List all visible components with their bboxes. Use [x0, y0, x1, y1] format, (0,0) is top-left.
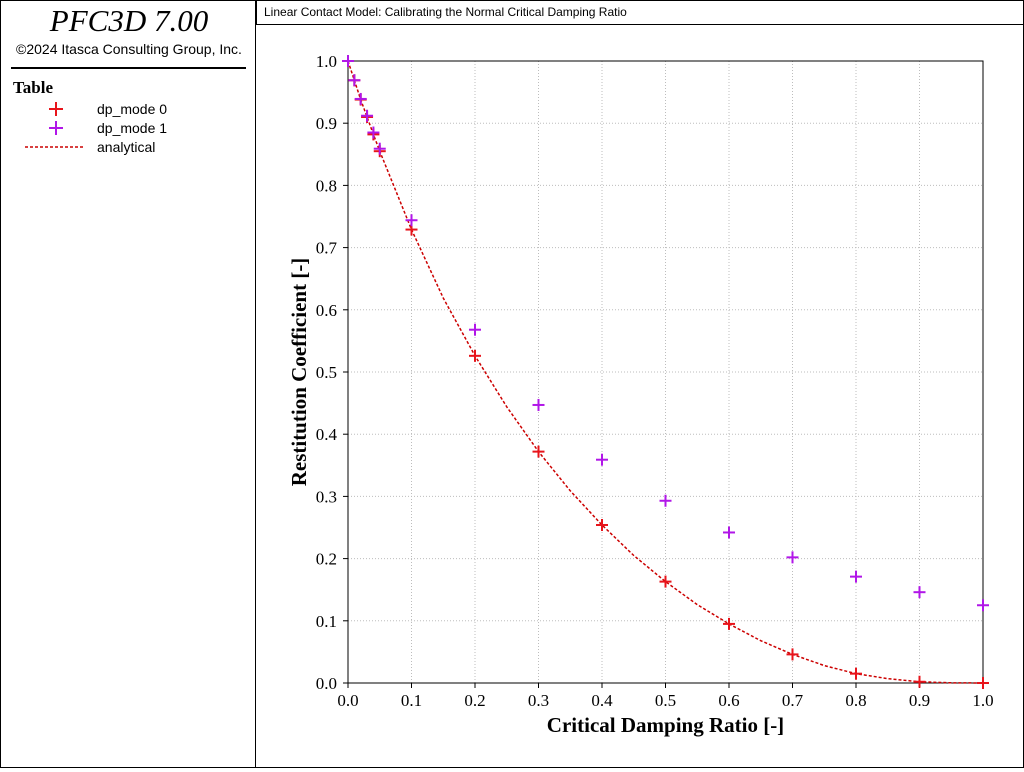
data-point-dp-mode-1: [469, 323, 481, 336]
data-point-dp-mode-1: [373, 142, 386, 155]
data-point-dp-mode-0: [723, 617, 735, 630]
data-point-dp-mode-0: [786, 648, 799, 661]
y-tick-label: 0.8: [316, 176, 337, 195]
y-tick-label: 0.0: [316, 674, 337, 693]
legend-label: dp_mode 0: [97, 101, 168, 117]
legend-panel: PFC3D 7.00 ©2024 Itasca Consulting Group…: [0, 0, 257, 768]
x-tick-label: 0.2: [464, 691, 485, 710]
y-tick-label: 0.6: [316, 301, 337, 320]
app-title: PFC3D 7.00: [49, 3, 209, 38]
x-axis-label: Critical Damping Ratio [-]: [547, 713, 784, 737]
plus-marker-icon: [49, 102, 63, 116]
x-tick-label: 0.5: [655, 691, 676, 710]
data-point-dp-mode-1: [348, 74, 361, 87]
data-point-dp-mode-1: [361, 109, 374, 122]
x-tick-label: 0.3: [528, 691, 549, 710]
legend-item-dp-mode-0: dp_mode 0: [21, 100, 251, 118]
y-tick-label: 0.4: [316, 425, 338, 444]
data-point-dp-mode-1: [850, 570, 862, 583]
plot-title: Linear Contact Model: Calibrating the No…: [264, 5, 627, 19]
x-tick-label: 0.1: [401, 691, 422, 710]
legend-item-dp-mode-1: dp_mode 1: [21, 119, 251, 137]
x-tick-label: 1.0: [972, 691, 993, 710]
y-tick-label: 1.0: [316, 52, 337, 71]
y-axis-label: Restitution Coefficient [-]: [287, 258, 311, 487]
data-point-dp-mode-1: [405, 214, 418, 227]
data-point-dp-mode-1: [977, 599, 989, 612]
data-point-dp-mode-0: [659, 575, 672, 588]
data-point-dp-mode-0: [850, 667, 862, 680]
y-tick-label: 0.7: [316, 239, 338, 258]
legend-heading: Table: [13, 78, 54, 97]
data-point-dp-mode-1: [723, 526, 735, 539]
data-point-dp-mode-0: [532, 445, 545, 458]
divider: [11, 67, 246, 69]
data-point-dp-mode-1: [659, 494, 672, 507]
y-tick-label: 0.2: [316, 550, 337, 569]
plot-area: 0.0 0.1 0.2 0.3 0.4 0.5 0.6 0.7 0.8 0.9 1.0 0.0 0.1 0…: [256, 25, 1024, 768]
x-tick-label: 0.0: [337, 691, 358, 710]
x-tick-label: 0.9: [909, 691, 930, 710]
data-point-dp-mode-1: [913, 586, 926, 599]
data-point-dp-mode-0: [596, 519, 608, 532]
copyright-text: ©2024 Itasca Consulting Group, Inc.: [16, 41, 242, 57]
legend-item-analytical: analytical: [21, 138, 251, 156]
data-point-dp-mode-1: [367, 126, 380, 139]
data-point-dp-mode-0: [469, 349, 481, 362]
y-tick-label: 0.5: [316, 363, 337, 382]
dashed-line-icon: [25, 146, 83, 148]
x-tick-label: 0.4: [591, 691, 613, 710]
plot-title-bar: Linear Contact Model: Calibrating the No…: [256, 0, 1024, 26]
data-point-dp-mode-1: [596, 453, 608, 466]
data-point-dp-mode-1: [532, 398, 545, 411]
legend-label: analytical: [97, 139, 156, 155]
data-point-dp-mode-1: [354, 92, 367, 105]
data-point-dp-mode-1: [786, 551, 799, 564]
chart: 0.0 0.1 0.2 0.3 0.4 0.5 0.6 0.7 0.8 0.9 1.0 0.0 0.1 0…: [287, 52, 994, 737]
data-point-dp-mode-0: [977, 677, 989, 689]
legend-label: dp_mode 1: [97, 120, 168, 136]
plus-marker-icon: [49, 121, 63, 135]
x-tick-label: 0.7: [782, 691, 804, 710]
x-tick-label: 0.6: [718, 691, 739, 710]
y-tick-label: 0.9: [316, 114, 337, 133]
data-point-dp-mode-0: [913, 675, 926, 688]
y-tick-label: 0.3: [316, 487, 337, 506]
y-tick-label: 0.1: [316, 612, 337, 631]
data-point-dp-mode-1: [342, 55, 354, 67]
x-tick-label: 0.8: [845, 691, 866, 710]
